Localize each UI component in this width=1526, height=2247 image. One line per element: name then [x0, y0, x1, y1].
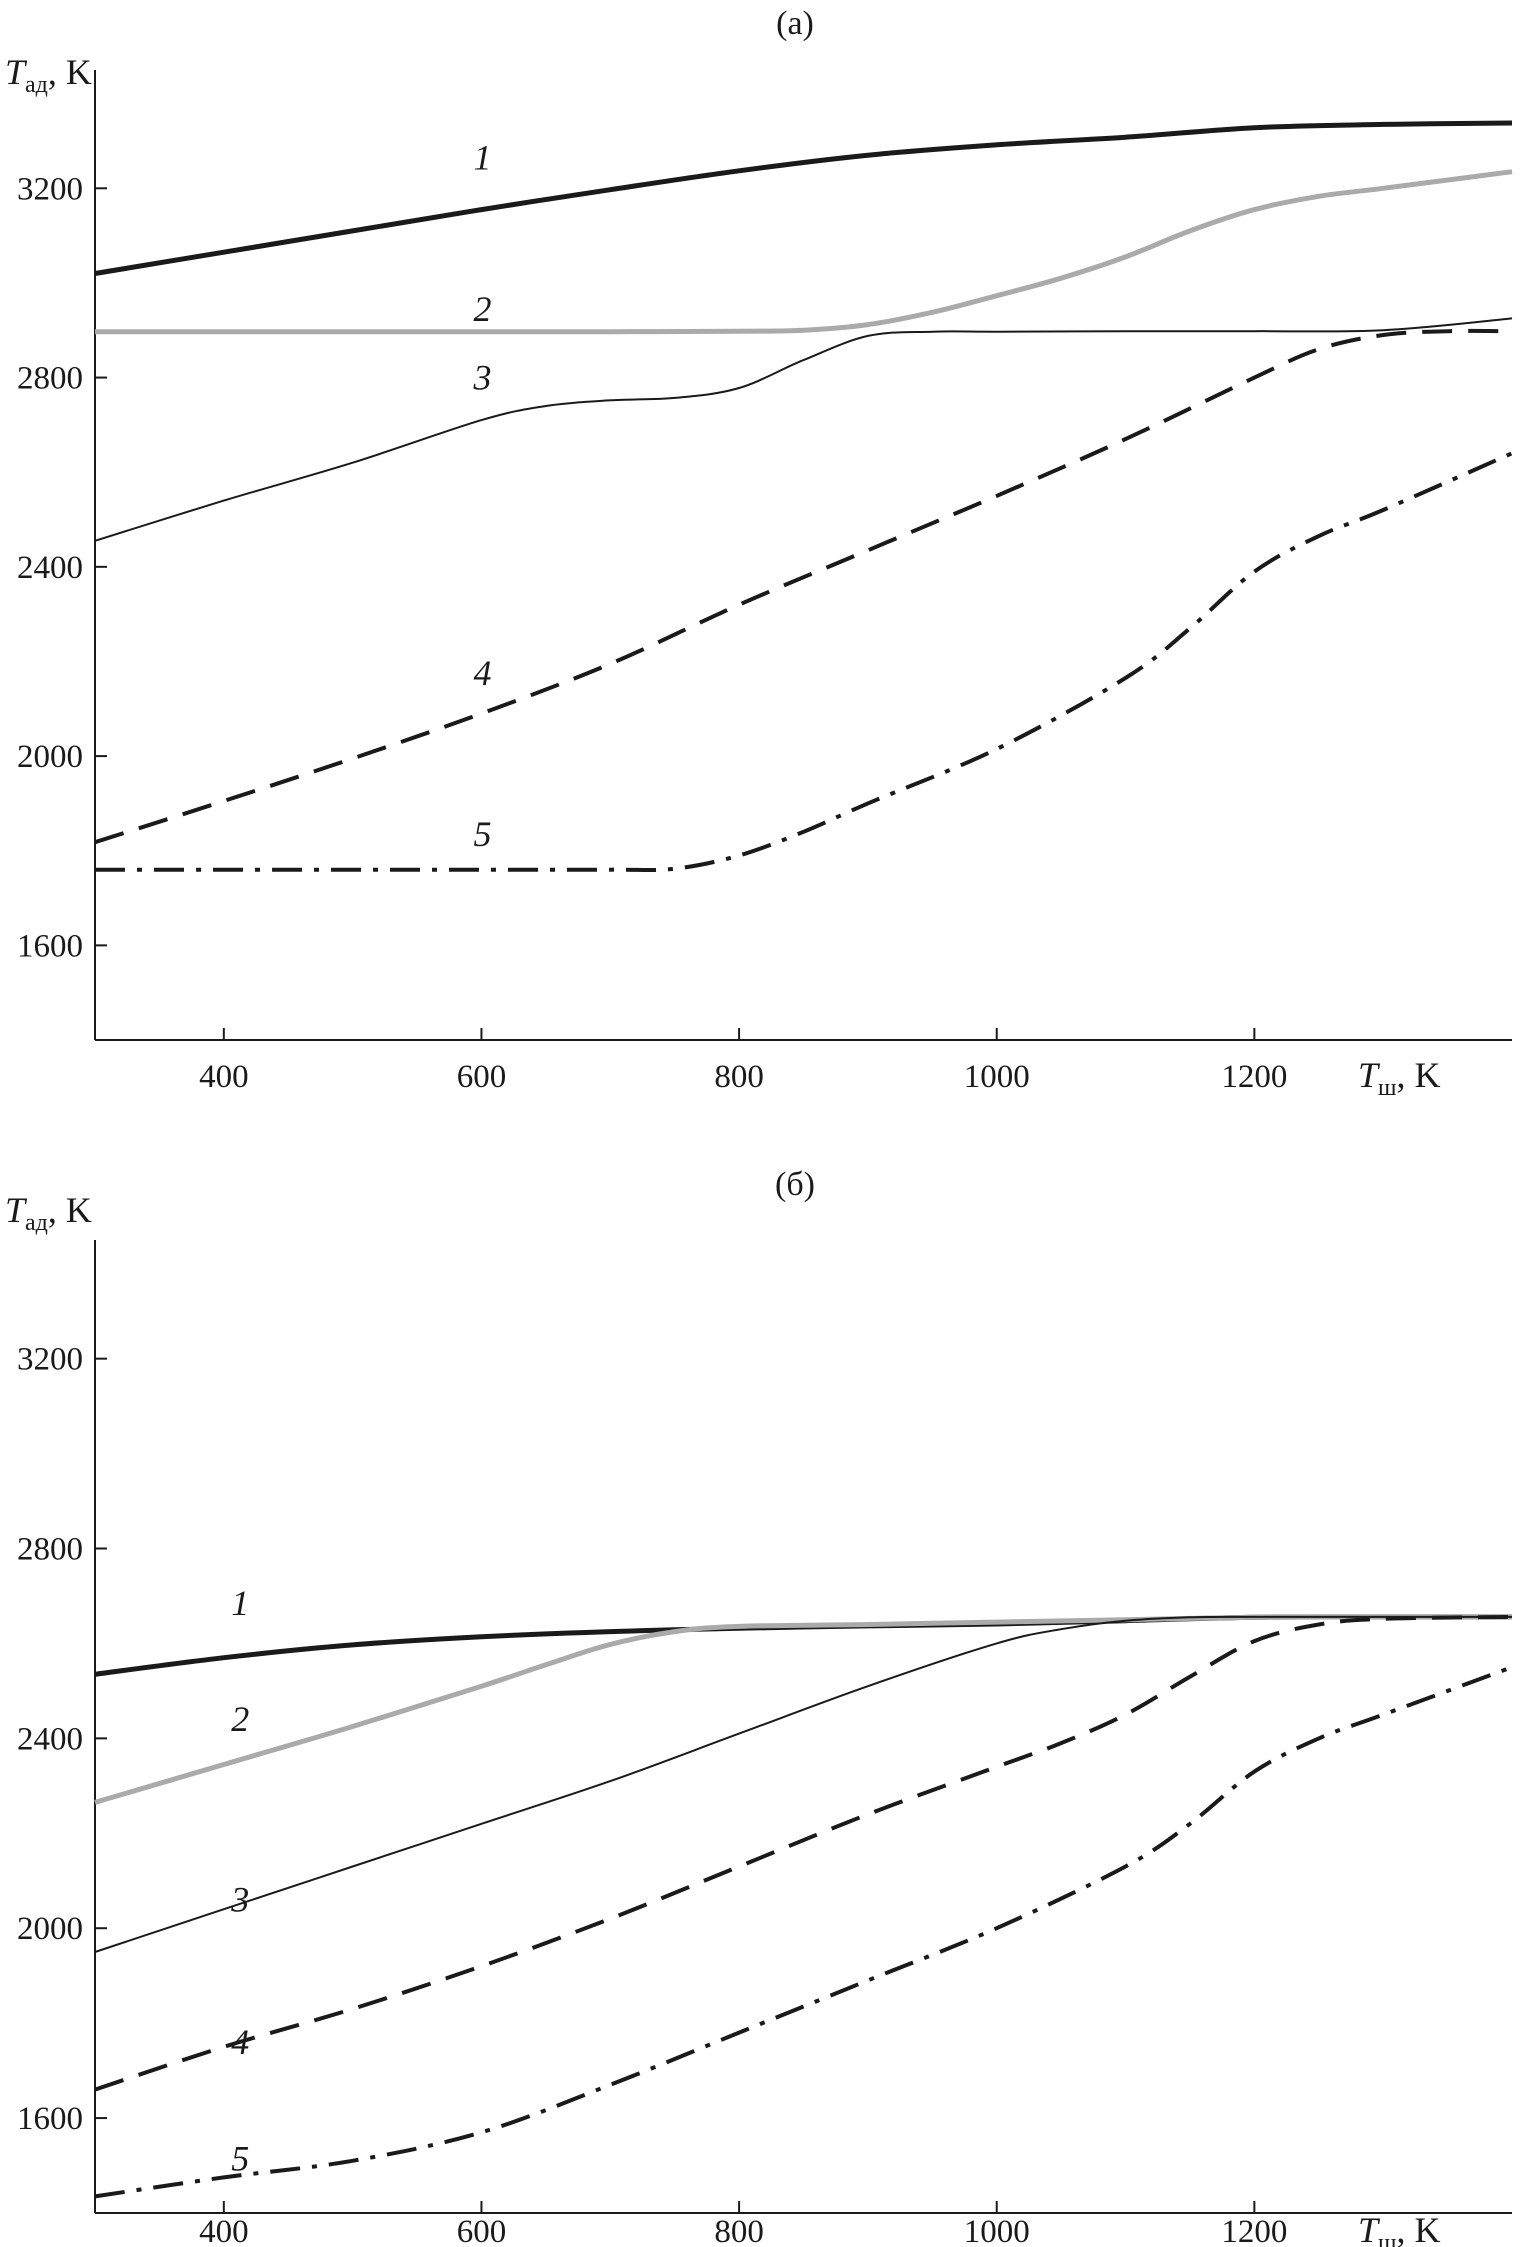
- panel-b-series-4-label: 4: [231, 2022, 249, 2062]
- panel-b-x-tick-label: 800: [714, 2214, 764, 2247]
- panel-a-x-tick-label: 600: [457, 1059, 507, 1095]
- panel-a-series-1-line: [94, 120, 1513, 276]
- panel-b-series-1-label: 1: [231, 1583, 249, 1623]
- panel-a-series-4-line: [94, 328, 1513, 845]
- panel-a-series-2-line: [94, 169, 1513, 335]
- panel-b-series-5-label: 5: [231, 2138, 249, 2178]
- panel-b-y-tick-label: 2000: [17, 1911, 83, 1947]
- panel-a-x-tick-label: 800: [714, 1059, 764, 1095]
- panel-a-series-2-label: 2: [473, 289, 491, 329]
- panel-a-y-tick-label: 3200: [17, 171, 83, 207]
- panel-a-series-1-label: 1: [473, 137, 491, 177]
- panel-b-series-4-line: [94, 1614, 1513, 2092]
- panel-b-y-tick-label: 2800: [17, 1532, 83, 1568]
- panel-a-x-axis-title: Tш, K: [1358, 1055, 1441, 1101]
- panel-a-y-tick-label: 2400: [17, 550, 83, 586]
- panel-b-y-tick-label: 1600: [17, 2101, 83, 2137]
- panel-b-x-axis-title: Tш, K: [1358, 2210, 1441, 2247]
- panel-a-x-tick-label: 1200: [1221, 1059, 1287, 1095]
- panel-b-x-tick-label: 600: [457, 2214, 507, 2247]
- panel-a-series-5-label: 5: [473, 814, 491, 854]
- panel-b-series-2-label: 2: [231, 1699, 249, 1739]
- panel-a-series-3-line: [94, 317, 1513, 542]
- panel-a-x-tick-label: 400: [199, 1059, 249, 1095]
- panel-a-x-tick-label: 1000: [964, 1059, 1030, 1095]
- panel-b-series-5-line: [94, 1665, 1513, 2199]
- panel-b-label: (б): [775, 1166, 815, 1203]
- panel-a-label: (a): [776, 5, 814, 42]
- panel-b-y-tick-label: 2400: [17, 1721, 83, 1757]
- panel-a-y-axis-title: Tад, K: [5, 52, 92, 98]
- panel-a-y-tick-label: 2000: [17, 739, 83, 775]
- panel-a-series-5-line: [95, 451, 1513, 873]
- panel-b-chart: (б) 1600 2000 2400 2800 3200 400 600 800 1000 1200…: [5, 1166, 1513, 2247]
- panel-b-x-tick-label: 1200: [1221, 2214, 1287, 2247]
- panel-b-x-tick-label: 1000: [964, 2214, 1030, 2247]
- panel-b-series-3-line: [94, 1615, 1512, 1953]
- panel-b-y-tick-label: 3200: [17, 1342, 83, 1378]
- panel-a-y-tick-label: 1600: [17, 928, 83, 964]
- panel-a-chart: (a) 1600 2000 2400 2800 3200 400 600 800 1000 1200…: [5, 5, 1513, 1101]
- panel-a-series-3-label: 3: [472, 357, 491, 397]
- panel-b-y-axis-title: Tад, K: [5, 1190, 92, 1236]
- panel-b-series-3-label: 3: [230, 1880, 249, 1920]
- panel-a-series-4-label: 4: [473, 653, 491, 693]
- panel-a-y-tick-label: 2800: [17, 361, 83, 397]
- panel-b-x-tick-label: 400: [199, 2214, 249, 2247]
